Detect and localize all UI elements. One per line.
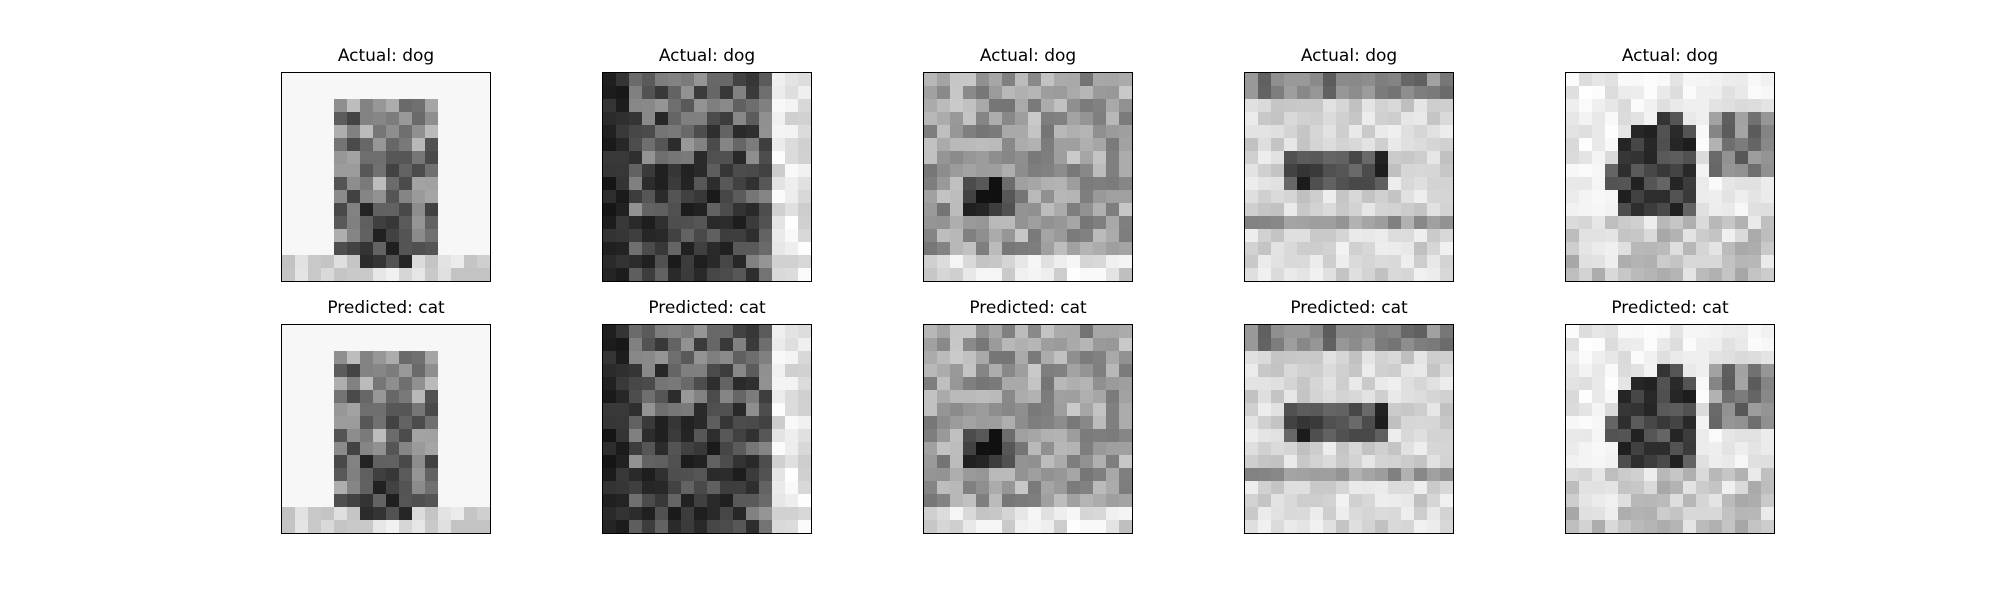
predicted-image-5 [1565, 324, 1775, 534]
actual-image-5 [1565, 72, 1775, 282]
actual-image-1 [281, 72, 491, 282]
predicted-title-1: Predicted: cat [327, 298, 445, 318]
actual-title-5: Actual: dog [1621, 46, 1719, 66]
predicted-image-4 [1244, 324, 1454, 534]
predicted-title-3: Predicted: cat [969, 298, 1087, 318]
actual-title-3: Actual: dog [979, 46, 1077, 66]
predicted-title-2: Predicted: cat [648, 298, 766, 318]
predicted-image-1 [281, 324, 491, 534]
predicted-title-5: Predicted: cat [1611, 298, 1729, 318]
predicted-image-3 [923, 324, 1133, 534]
predicted-image-2 [602, 324, 812, 534]
actual-image-4 [1244, 72, 1454, 282]
actual-title-1: Actual: dog [337, 46, 435, 66]
actual-image-2 [602, 72, 812, 282]
actual-image-3 [923, 72, 1133, 282]
predicted-title-4: Predicted: cat [1290, 298, 1408, 318]
actual-title-2: Actual: dog [658, 46, 756, 66]
actual-title-4: Actual: dog [1300, 46, 1398, 66]
